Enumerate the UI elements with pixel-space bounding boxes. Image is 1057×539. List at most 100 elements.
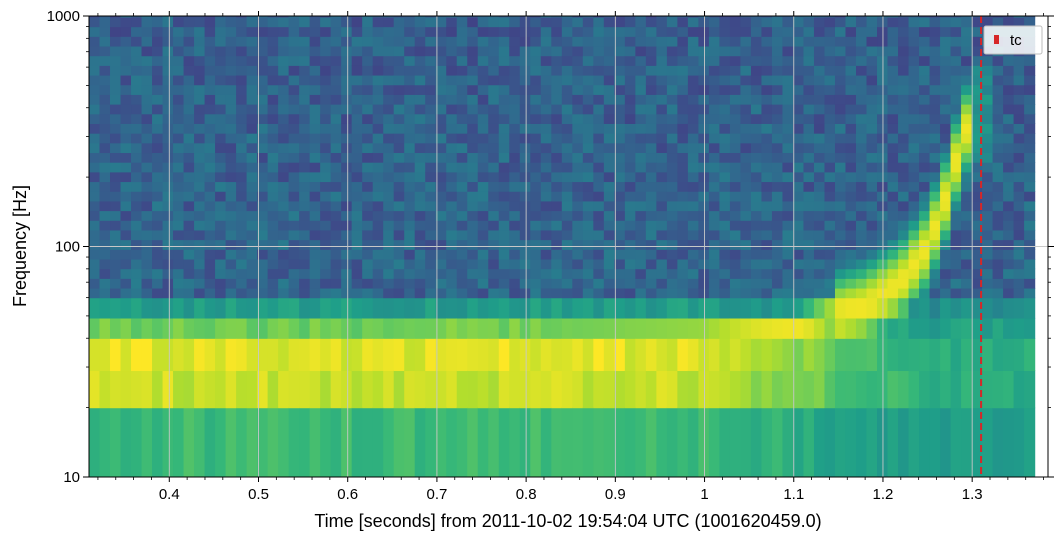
heatmap-cell <box>729 317 742 339</box>
heatmap-cell <box>761 258 773 270</box>
heatmap-cell <box>908 36 920 47</box>
heatmap-cell <box>194 278 206 289</box>
heatmap-cell <box>509 36 521 47</box>
heatmap-cell <box>929 407 941 477</box>
heatmap-cell <box>761 220 773 231</box>
heatmap-cell <box>813 84 826 95</box>
heatmap-cell <box>561 55 573 66</box>
heatmap-cell <box>131 229 143 241</box>
heatmap-cell <box>404 36 416 47</box>
heatmap-cell <box>194 220 206 231</box>
heatmap-cell <box>519 268 531 279</box>
heatmap-cell <box>351 55 363 66</box>
heatmap-cell <box>929 229 941 241</box>
heatmap-cell <box>771 26 784 37</box>
heatmap-cell <box>299 338 311 372</box>
heatmap-cell <box>940 239 952 250</box>
heatmap-cell <box>614 278 626 289</box>
heatmap-cell <box>309 297 321 319</box>
heatmap-cell <box>919 26 931 37</box>
heatmap-cell <box>372 84 384 95</box>
heatmap-cell <box>204 407 216 477</box>
heatmap-cell <box>257 239 269 250</box>
heatmap-cell <box>225 220 237 231</box>
heatmap-cell <box>362 45 374 57</box>
heatmap-cell <box>750 249 763 260</box>
heatmap-cell <box>572 181 584 192</box>
heatmap-cell <box>898 210 910 221</box>
heatmap-cell <box>771 338 784 372</box>
heatmap-cell <box>173 258 185 270</box>
heatmap-cell <box>898 152 910 163</box>
heatmap-cell <box>362 287 374 299</box>
heatmap-cell <box>635 65 647 76</box>
heatmap-cell <box>299 268 311 279</box>
heatmap-cell <box>740 162 752 173</box>
heatmap-cell <box>719 278 731 289</box>
heatmap-cell <box>99 162 111 173</box>
heatmap-cell <box>414 220 426 231</box>
heatmap-cell <box>582 268 594 279</box>
heatmap-cell <box>225 55 237 66</box>
heatmap-cell <box>971 74 983 86</box>
heatmap-cell <box>341 26 353 37</box>
heatmap-cell <box>383 65 395 76</box>
heatmap-cell <box>792 133 805 144</box>
heatmap-cell <box>856 26 868 37</box>
heatmap-cell <box>477 142 489 154</box>
heatmap-cell <box>940 171 952 183</box>
heatmap-cell <box>110 181 122 192</box>
heatmap-cell <box>656 210 668 221</box>
heatmap-cell <box>698 123 710 134</box>
heatmap-cell <box>173 26 185 37</box>
heatmap-cell <box>383 258 395 270</box>
heatmap-cell <box>320 26 332 37</box>
heatmap-cell <box>89 16 101 28</box>
heatmap-cell <box>194 36 206 47</box>
heatmap-cell <box>551 84 563 95</box>
heatmap-cell <box>719 191 731 202</box>
heatmap-cell <box>120 16 132 18</box>
heatmap-cell <box>1024 94 1036 105</box>
heatmap-cell <box>761 370 773 409</box>
heatmap-cell <box>729 297 742 319</box>
heatmap-cell <box>330 220 342 231</box>
heatmap-cell <box>120 55 132 66</box>
heatmap-cell <box>677 338 689 372</box>
heatmap-cell <box>834 200 847 212</box>
heatmap-cell <box>708 84 721 95</box>
heatmap-cell <box>614 171 626 183</box>
heatmap-cell <box>645 94 657 105</box>
heatmap-cell <box>131 133 143 144</box>
heatmap-cell <box>929 133 941 144</box>
heatmap-cell <box>540 55 552 66</box>
heatmap-cell <box>257 16 269 18</box>
heatmap-cell <box>929 370 941 409</box>
heatmap-cell <box>824 133 836 144</box>
heatmap-cell <box>267 297 279 319</box>
heatmap-cell <box>961 317 973 339</box>
heatmap-cell <box>152 16 164 18</box>
heatmap-cell <box>330 45 342 57</box>
heatmap-cell <box>110 36 122 47</box>
heatmap-cell <box>898 65 910 76</box>
heatmap-cell <box>929 258 941 270</box>
heatmap-cell <box>519 16 531 18</box>
heatmap-cell <box>498 287 510 299</box>
heatmap-cell <box>813 287 826 299</box>
heatmap-cell <box>551 16 563 28</box>
heatmap-cell <box>761 36 773 47</box>
heatmap-cell <box>656 36 668 47</box>
heatmap-cell <box>677 239 689 250</box>
heatmap-cell <box>940 113 952 124</box>
heatmap-cell <box>750 94 763 105</box>
heatmap-cell <box>940 36 952 47</box>
heatmap-cell <box>719 370 731 409</box>
heatmap-cell <box>750 142 763 154</box>
heatmap-cell <box>1003 55 1015 66</box>
heatmap-cell <box>425 220 437 231</box>
heatmap-cell <box>110 84 122 95</box>
heatmap-cell <box>792 229 805 241</box>
heatmap-cell <box>488 370 500 409</box>
heatmap-cell <box>131 94 143 105</box>
